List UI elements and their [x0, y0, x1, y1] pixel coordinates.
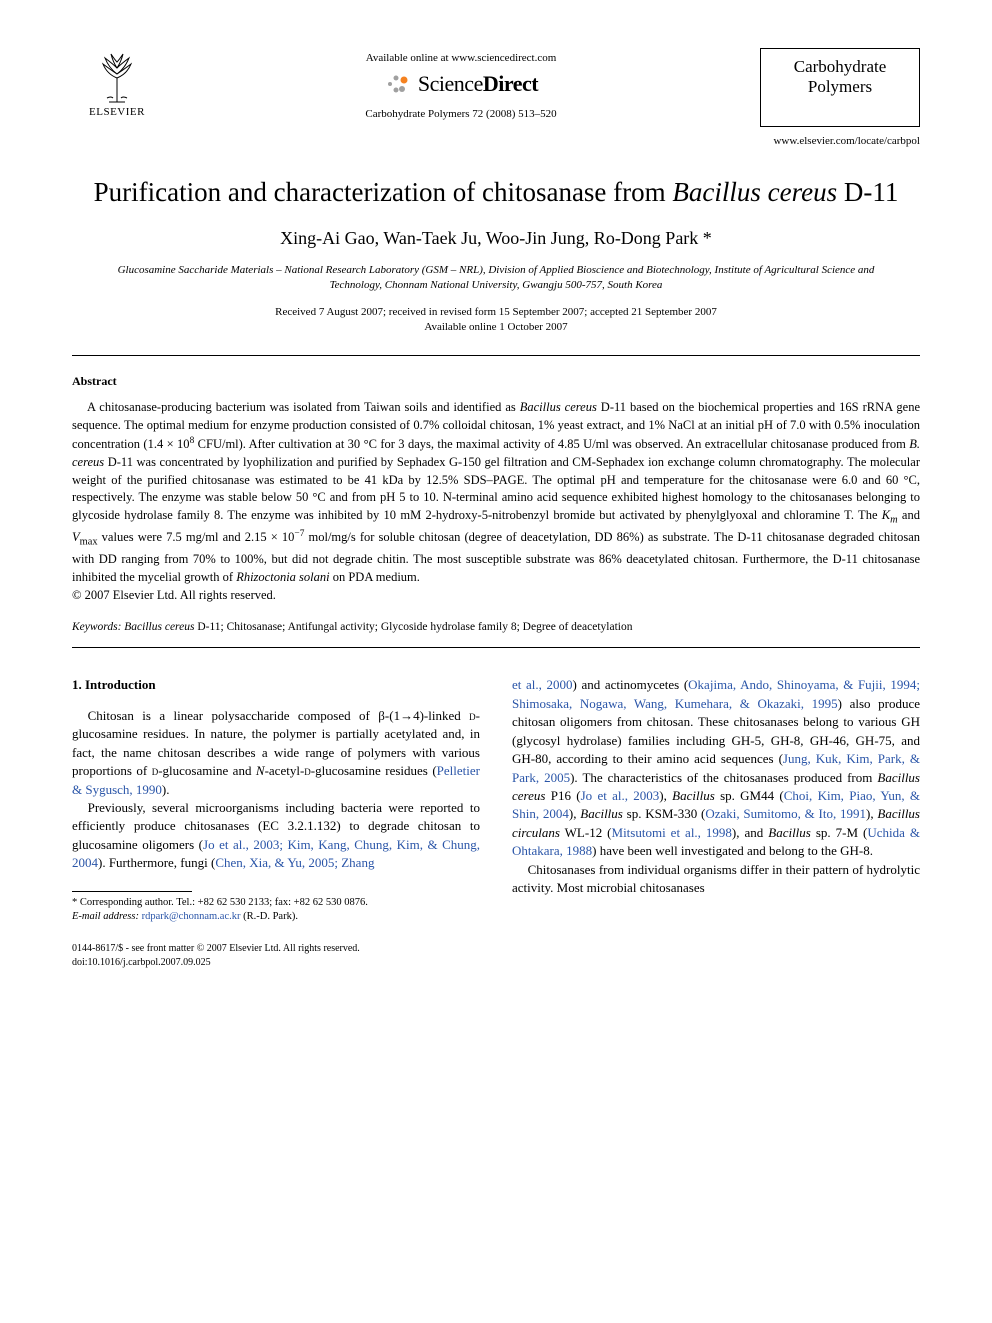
sciencedirect-dots-icon — [384, 70, 412, 98]
header-center: Available online at www.sciencedirect.co… — [162, 48, 760, 120]
intro-heading: 1. Introduction — [72, 676, 480, 694]
sciencedirect-wordmark: ScienceDirect — [418, 71, 538, 97]
intro-p3: Chitosanases from individual organisms d… — [512, 861, 920, 898]
journal-title-box: Carbohydrate Polymers — [760, 48, 920, 127]
abstract-heading: Abstract — [72, 374, 920, 389]
column-right: et al., 2000) and actinomycetes (Okajima… — [512, 676, 920, 924]
email-label: E-mail address: — [72, 911, 139, 922]
article-title: Purification and characterization of chi… — [72, 175, 920, 210]
body-columns: 1. Introduction Chitosan is a linear pol… — [72, 676, 920, 924]
intro-p2-cont: et al., 2000) and actinomycetes (Okajima… — [512, 676, 920, 861]
page-footer: 0144-8617/$ - see front matter © 2007 El… — [72, 942, 920, 969]
abstract-copyright: © 2007 Elsevier Ltd. All rights reserved… — [72, 588, 920, 603]
article-dates: Received 7 August 2007; received in revi… — [72, 305, 920, 336]
available-online-line: Available online at www.sciencedirect.co… — [162, 52, 760, 64]
corresponding-author: * Corresponding author. Tel.: +82 62 530… — [72, 896, 480, 910]
keywords-line: Keywords: Bacillus cereus D-11; Chitosan… — [72, 621, 920, 633]
locate-url: www.elsevier.com/locate/carbpol — [72, 135, 920, 147]
intro-p2: Previously, several microorganisms inclu… — [72, 799, 480, 873]
keywords-items: Bacillus cereus D-11; Chitosanase; Antif… — [124, 621, 632, 633]
elsevier-tree-icon — [89, 48, 145, 104]
footer-front-matter: 0144-8617/$ - see front matter © 2007 El… — [72, 942, 920, 956]
footnote-rule — [72, 891, 192, 892]
elsevier-label: ELSEVIER — [89, 106, 145, 118]
journal-reference: Carbohydrate Polymers 72 (2008) 513–520 — [162, 108, 760, 120]
abstract-body: A chitosanase-producing bacterium was is… — [72, 399, 920, 586]
email-address[interactable]: rdpark@chonnam.ac.kr — [142, 911, 241, 922]
journal-box-line2: Polymers — [765, 77, 915, 97]
abstract-block: Abstract A chitosanase-producing bacteri… — [72, 374, 920, 603]
footnotes: * Corresponding author. Tel.: +82 62 530… — [72, 896, 480, 924]
online-line: Available online 1 October 2007 — [72, 320, 920, 335]
affiliation: Glucosamine Saccharide Materials – Natio… — [72, 263, 920, 293]
intro-p1: Chitosan is a linear polysaccharide comp… — [72, 707, 480, 799]
page-header: ELSEVIER Available online at www.science… — [72, 48, 920, 127]
elsevier-logo-block: ELSEVIER — [72, 48, 162, 118]
authors-line: Xing-Ai Gao, Wan-Taek Ju, Woo-Jin Jung, … — [72, 228, 920, 249]
received-line: Received 7 August 2007; received in revi… — [72, 305, 920, 320]
journal-box-line1: Carbohydrate — [765, 57, 915, 77]
email-line: E-mail address: rdpark@chonnam.ac.kr (R.… — [72, 910, 480, 924]
keywords-label: Keywords: — [72, 621, 121, 633]
rule-bottom — [72, 647, 920, 648]
rule-top — [72, 355, 920, 356]
footer-doi: doi:10.1016/j.carbpol.2007.09.025 — [72, 956, 920, 970]
column-left: 1. Introduction Chitosan is a linear pol… — [72, 676, 480, 924]
sciencedirect-logo: ScienceDirect — [162, 70, 760, 98]
email-paren: (R.-D. Park). — [241, 911, 298, 922]
